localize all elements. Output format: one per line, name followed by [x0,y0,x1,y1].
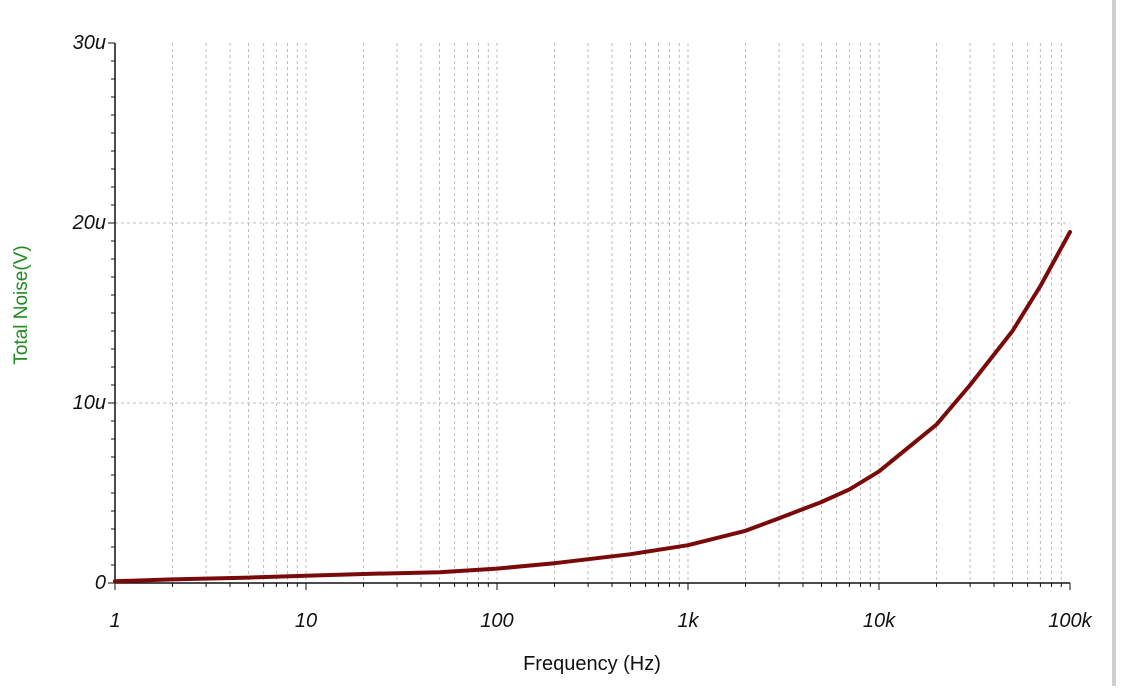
x-tick-label: 1k [677,610,699,632]
x-tick-label: 10k [863,610,896,632]
axes [108,42,1071,590]
tick-labels: 1 10 100 1k 10k 100k 0 10u 20u 30u [72,32,1093,632]
y-tick-label: 20u [72,212,106,234]
y-tick-label: 0 [95,572,106,594]
x-tick-label: 1 [109,610,120,632]
x-tick-label: 10 [295,610,317,632]
x-tick-label: 100k [1048,610,1092,632]
series [113,230,1072,584]
x-tick-label: 100 [480,610,513,632]
noise-series-line [113,230,1072,584]
y-axis-title: Total Noise(V) [11,245,32,364]
x-axis-title: Frequency (Hz) [523,653,661,675]
y-tick-label: 30u [73,32,106,54]
grid [115,43,1070,583]
y-tick-label: 10u [73,392,106,414]
window-edge [1112,0,1116,686]
